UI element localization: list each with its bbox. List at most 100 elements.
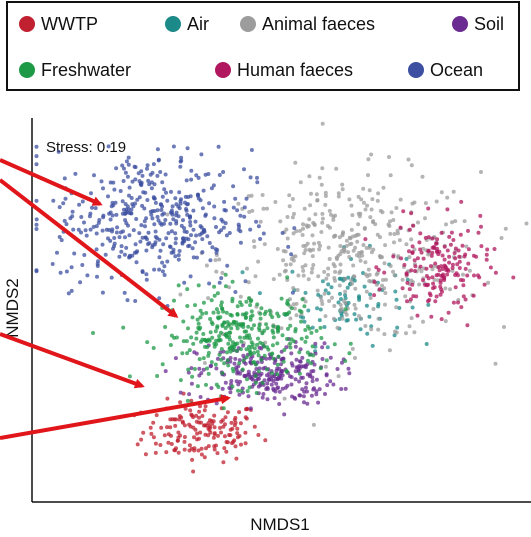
point-ocean bbox=[144, 272, 149, 277]
point-ocean bbox=[174, 221, 179, 226]
point-animal-faeces bbox=[388, 219, 392, 224]
point-wwtp bbox=[235, 426, 240, 431]
point-freshwater bbox=[303, 328, 308, 332]
point-ocean bbox=[155, 173, 160, 178]
point-freshwater bbox=[259, 357, 264, 362]
point-air bbox=[345, 285, 350, 290]
point-ocean bbox=[56, 149, 61, 154]
point-ocean bbox=[221, 170, 226, 174]
point-animal-faeces bbox=[366, 157, 371, 162]
point-freshwater bbox=[206, 353, 211, 358]
point-ocean bbox=[179, 158, 184, 163]
point-animal-faeces bbox=[351, 263, 356, 268]
point-human-faeces bbox=[447, 254, 452, 259]
point-ocean bbox=[109, 275, 114, 280]
point-freshwater bbox=[260, 331, 265, 336]
axes: NMDS1 NMDS2 bbox=[3, 118, 531, 534]
point-ocean bbox=[121, 229, 125, 234]
point-wwtp bbox=[151, 435, 156, 440]
point-human-faeces bbox=[450, 266, 455, 270]
point-wwtp bbox=[165, 425, 169, 430]
stress-annotation: Stress: 0.19 bbox=[46, 139, 126, 156]
point-ocean bbox=[149, 186, 154, 191]
point-animal-faeces bbox=[384, 277, 388, 282]
point-freshwater bbox=[256, 336, 260, 341]
point-soil bbox=[312, 362, 317, 367]
point-ocean bbox=[155, 147, 160, 152]
point-ocean bbox=[34, 162, 39, 167]
point-animal-faeces bbox=[332, 304, 337, 308]
point-freshwater bbox=[314, 328, 319, 333]
point-human-faeces bbox=[482, 282, 487, 287]
point-freshwater bbox=[268, 312, 273, 317]
point-ocean bbox=[57, 205, 62, 210]
point-soil bbox=[267, 374, 272, 379]
point-wwtp bbox=[141, 430, 146, 435]
point-animal-faeces bbox=[364, 289, 369, 294]
point-freshwater bbox=[297, 308, 302, 313]
point-freshwater bbox=[275, 372, 280, 377]
point-soil bbox=[324, 373, 329, 378]
point-human-faeces bbox=[488, 265, 493, 270]
point-ocean bbox=[122, 166, 126, 171]
point-human-faeces bbox=[423, 235, 428, 240]
point-wwtp bbox=[203, 404, 208, 409]
point-air bbox=[306, 308, 311, 313]
point-human-faeces bbox=[472, 273, 476, 278]
point-ocean bbox=[207, 241, 212, 245]
point-animal-faeces bbox=[395, 228, 400, 233]
point-freshwater bbox=[253, 373, 258, 378]
point-animal-faeces bbox=[376, 191, 381, 196]
point-soil bbox=[267, 356, 272, 361]
point-animal-faeces bbox=[271, 277, 276, 282]
point-ocean bbox=[177, 206, 182, 211]
point-ocean bbox=[236, 222, 241, 227]
point-soil bbox=[189, 381, 194, 386]
point-human-faeces bbox=[484, 257, 489, 262]
point-animal-faeces bbox=[260, 193, 265, 197]
point-ocean bbox=[168, 245, 173, 249]
point-human-faeces bbox=[433, 261, 438, 266]
point-freshwater bbox=[260, 380, 265, 385]
point-wwtp bbox=[187, 422, 192, 427]
point-freshwater bbox=[176, 283, 181, 288]
series-air bbox=[240, 243, 431, 354]
point-freshwater bbox=[194, 330, 199, 335]
point-freshwater bbox=[210, 322, 215, 326]
point-ocean bbox=[196, 196, 201, 201]
point-air bbox=[393, 289, 398, 294]
point-animal-faeces bbox=[322, 291, 327, 296]
point-wwtp bbox=[196, 448, 201, 453]
point-ocean bbox=[119, 249, 124, 254]
point-human-faeces bbox=[405, 280, 410, 285]
point-animal-faeces bbox=[439, 190, 444, 195]
point-freshwater bbox=[217, 352, 222, 357]
point-ocean bbox=[157, 267, 162, 272]
point-freshwater bbox=[155, 374, 160, 378]
point-air bbox=[318, 307, 323, 312]
point-ocean bbox=[261, 231, 266, 236]
point-human-faeces bbox=[465, 323, 470, 328]
point-animal-faeces bbox=[499, 236, 504, 240]
point-animal-faeces bbox=[301, 268, 306, 273]
point-ocean bbox=[182, 229, 187, 234]
point-wwtp bbox=[212, 413, 217, 418]
point-human-faeces bbox=[461, 294, 466, 299]
point-freshwater bbox=[343, 307, 348, 312]
point-animal-faeces bbox=[410, 201, 415, 206]
point-human-faeces bbox=[440, 253, 445, 258]
point-animal-faeces bbox=[304, 223, 309, 228]
point-animal-faeces bbox=[265, 206, 269, 211]
point-ocean bbox=[188, 194, 193, 199]
point-ocean bbox=[289, 252, 294, 257]
point-human-faeces bbox=[424, 266, 429, 271]
point-ocean bbox=[163, 218, 168, 222]
point-ocean bbox=[194, 173, 199, 178]
point-animal-faeces bbox=[356, 194, 361, 199]
point-freshwater bbox=[293, 327, 298, 331]
point-soil bbox=[274, 381, 279, 386]
point-freshwater bbox=[212, 293, 217, 298]
point-animal-faeces bbox=[366, 173, 370, 178]
point-freshwater bbox=[332, 342, 337, 347]
point-soil bbox=[265, 397, 270, 402]
